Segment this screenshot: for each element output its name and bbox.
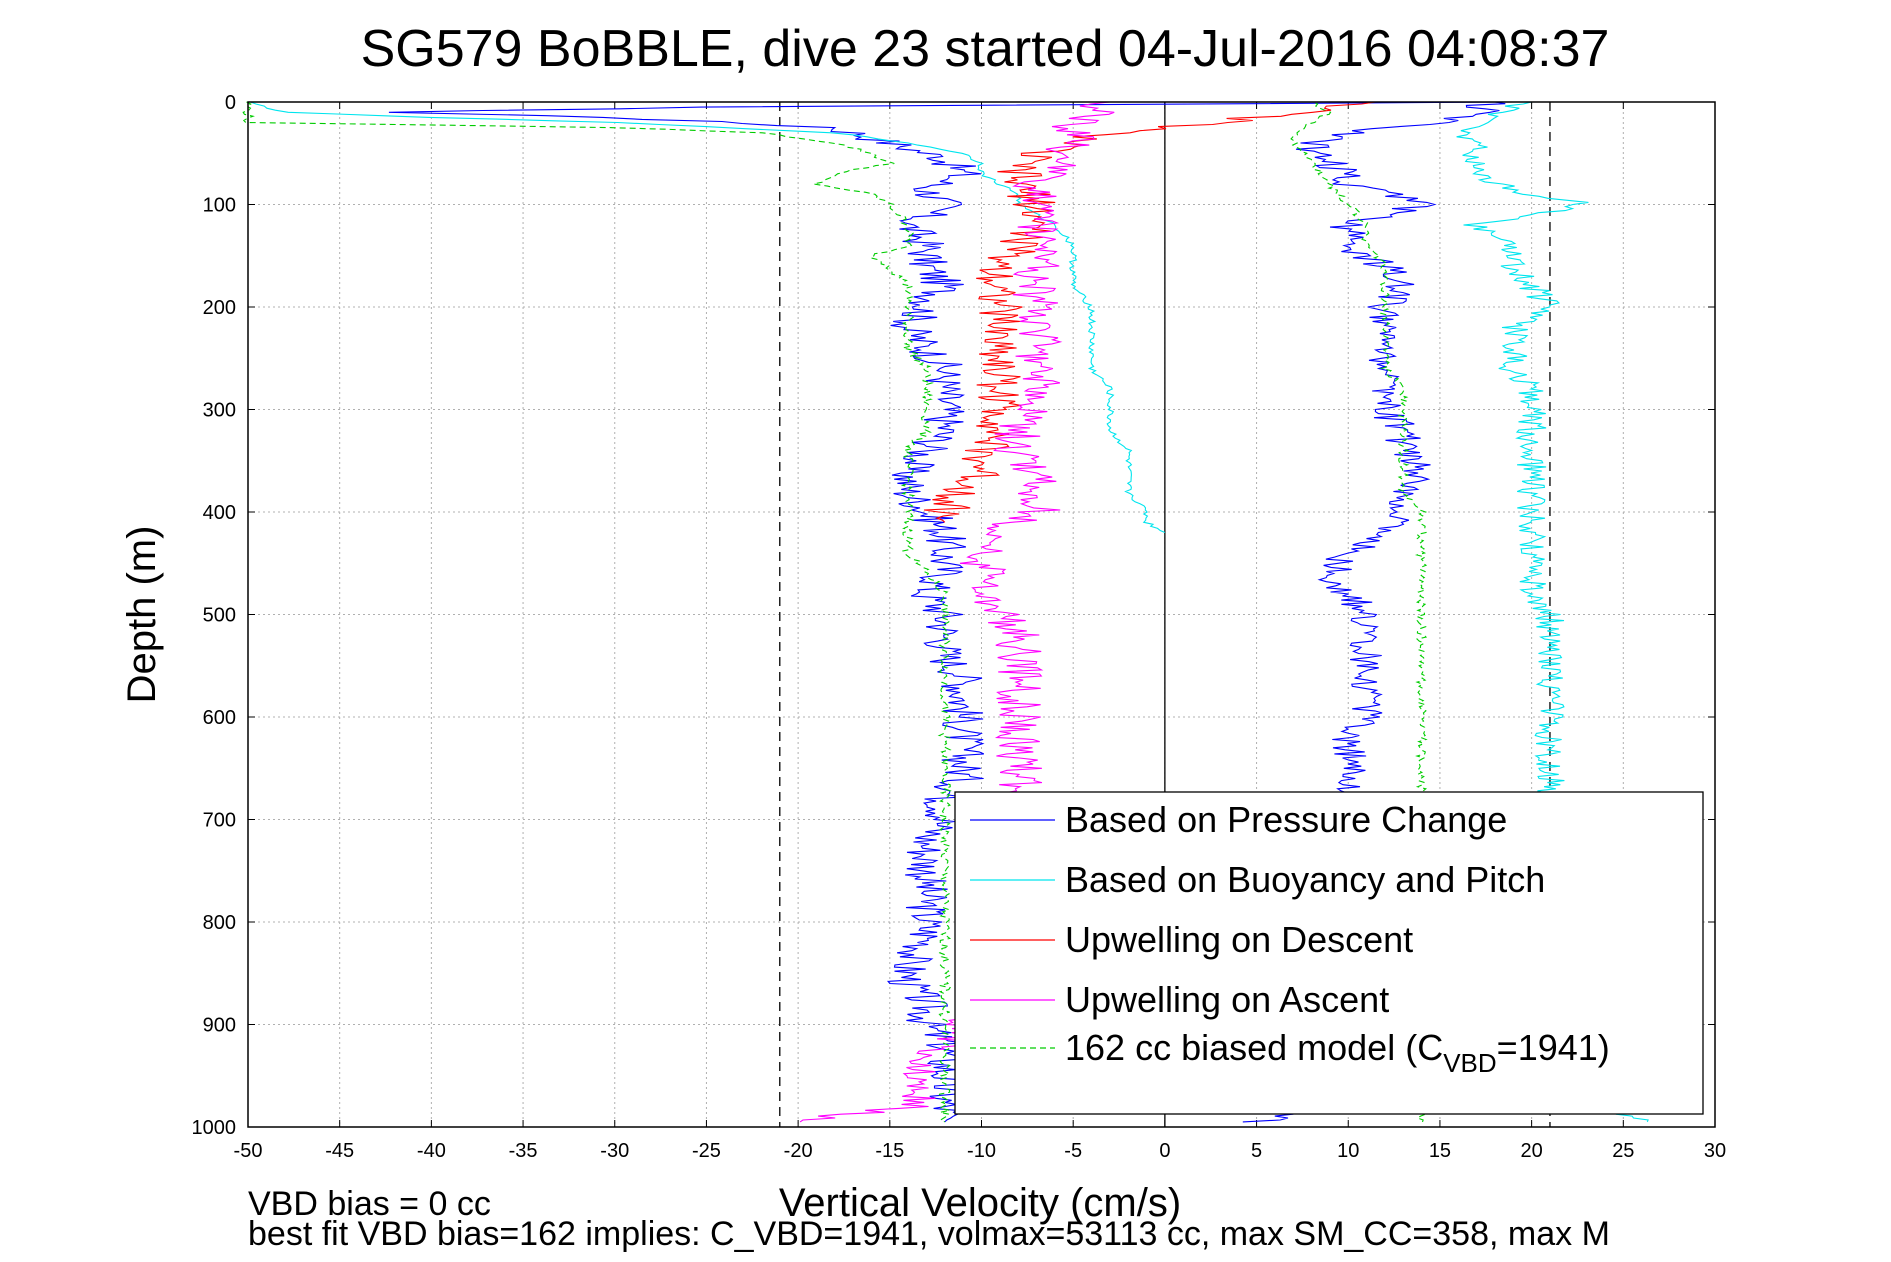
legend: Based on Pressure Change Based on Buoyanc…: [954, 791, 1704, 1115]
x-tick-label: -35: [509, 1140, 538, 1162]
y-tick-label: 400: [203, 502, 236, 524]
x-tick-label: 10: [1337, 1140, 1359, 1162]
plot-frame: [247, 101, 1716, 1128]
x-tick-label: -10: [967, 1140, 996, 1162]
y-tick-labels: 0 100 200 300 400 500 600 700 800 900 1000: [192, 92, 237, 1139]
y-tick-label: 700: [203, 810, 236, 832]
x-tick-label: -20: [784, 1140, 813, 1162]
y-tick-label: 900: [203, 1015, 236, 1037]
x-tick-label: -15: [875, 1140, 904, 1162]
legend-box: [954, 791, 1704, 1115]
x-tick-label: -5: [1064, 1140, 1082, 1162]
legend-label-suffix: =1941): [1497, 1027, 1610, 1068]
legend-entry-label: Based on Pressure Change: [1065, 799, 1507, 840]
y-tick-label: 800: [203, 912, 236, 934]
x-tick-label: -45: [325, 1140, 354, 1162]
x-tick-label: 20: [1521, 1140, 1543, 1162]
legend-entry-label: 162 cc biased model (CVBD=1941): [1065, 1027, 1610, 1078]
x-tick-label: 30: [1704, 1140, 1726, 1162]
series-line-pressure-descent: [388, 101, 1513, 1123]
legend-entry-label: Upwelling on Ascent: [1065, 979, 1389, 1020]
y-tick-label: 300: [203, 400, 236, 422]
y-tick-label: 600: [203, 707, 236, 729]
x-tick-label: -40: [417, 1140, 446, 1162]
series-layer: [242, 101, 1649, 1123]
x-tick-label: -30: [600, 1140, 629, 1162]
legend-entry-label: Based on Buoyancy and Pitch: [1065, 859, 1545, 900]
footer-line-1: VBD bias = 0 cc: [248, 1185, 491, 1223]
x-tick-label: 15: [1429, 1140, 1451, 1162]
x-tick-label: 25: [1612, 1140, 1634, 1162]
y-tick-label: 1000: [192, 1117, 237, 1139]
x-axis-label: Vertical Velocity (cm/s): [779, 1181, 1181, 1225]
y-tick-label: 200: [203, 297, 236, 319]
x-tick-label: 5: [1251, 1140, 1262, 1162]
x-tick-labels: -50 -45 -40 -35 -30 -25 -20 -15 -10 -5 0 5 10 15 20 25 3…: [234, 1140, 1727, 1162]
series-line-upwelling-descent: [923, 101, 1376, 523]
y-tick-label: 500: [203, 605, 236, 627]
y-axis-label: Depth (m): [120, 526, 164, 704]
chart-title: SG579 BoBBLE, dive 23 started 04-Jul-201…: [361, 20, 1610, 78]
footer-line-2: best fit VBD bias=162 implies: C_VBD=194…: [248, 1215, 1610, 1253]
x-tick-label: -25: [692, 1140, 721, 1162]
series-line-model-ascent: [1290, 101, 1428, 1123]
series-line-model-descent: [242, 101, 953, 1123]
x-tick-label: -50: [234, 1140, 263, 1162]
legend-label-subscript: VBD: [1443, 1048, 1496, 1078]
legend-label-prefix: 162 cc biased model (C: [1065, 1027, 1443, 1068]
series-line-buoyancy-descent: [250, 101, 1166, 534]
legend-entry-label: Upwelling on Descent: [1065, 919, 1413, 960]
x-tick-label: 0: [1159, 1140, 1170, 1162]
y-tick-label: 100: [203, 195, 236, 217]
y-tick-label: 0: [225, 92, 236, 114]
